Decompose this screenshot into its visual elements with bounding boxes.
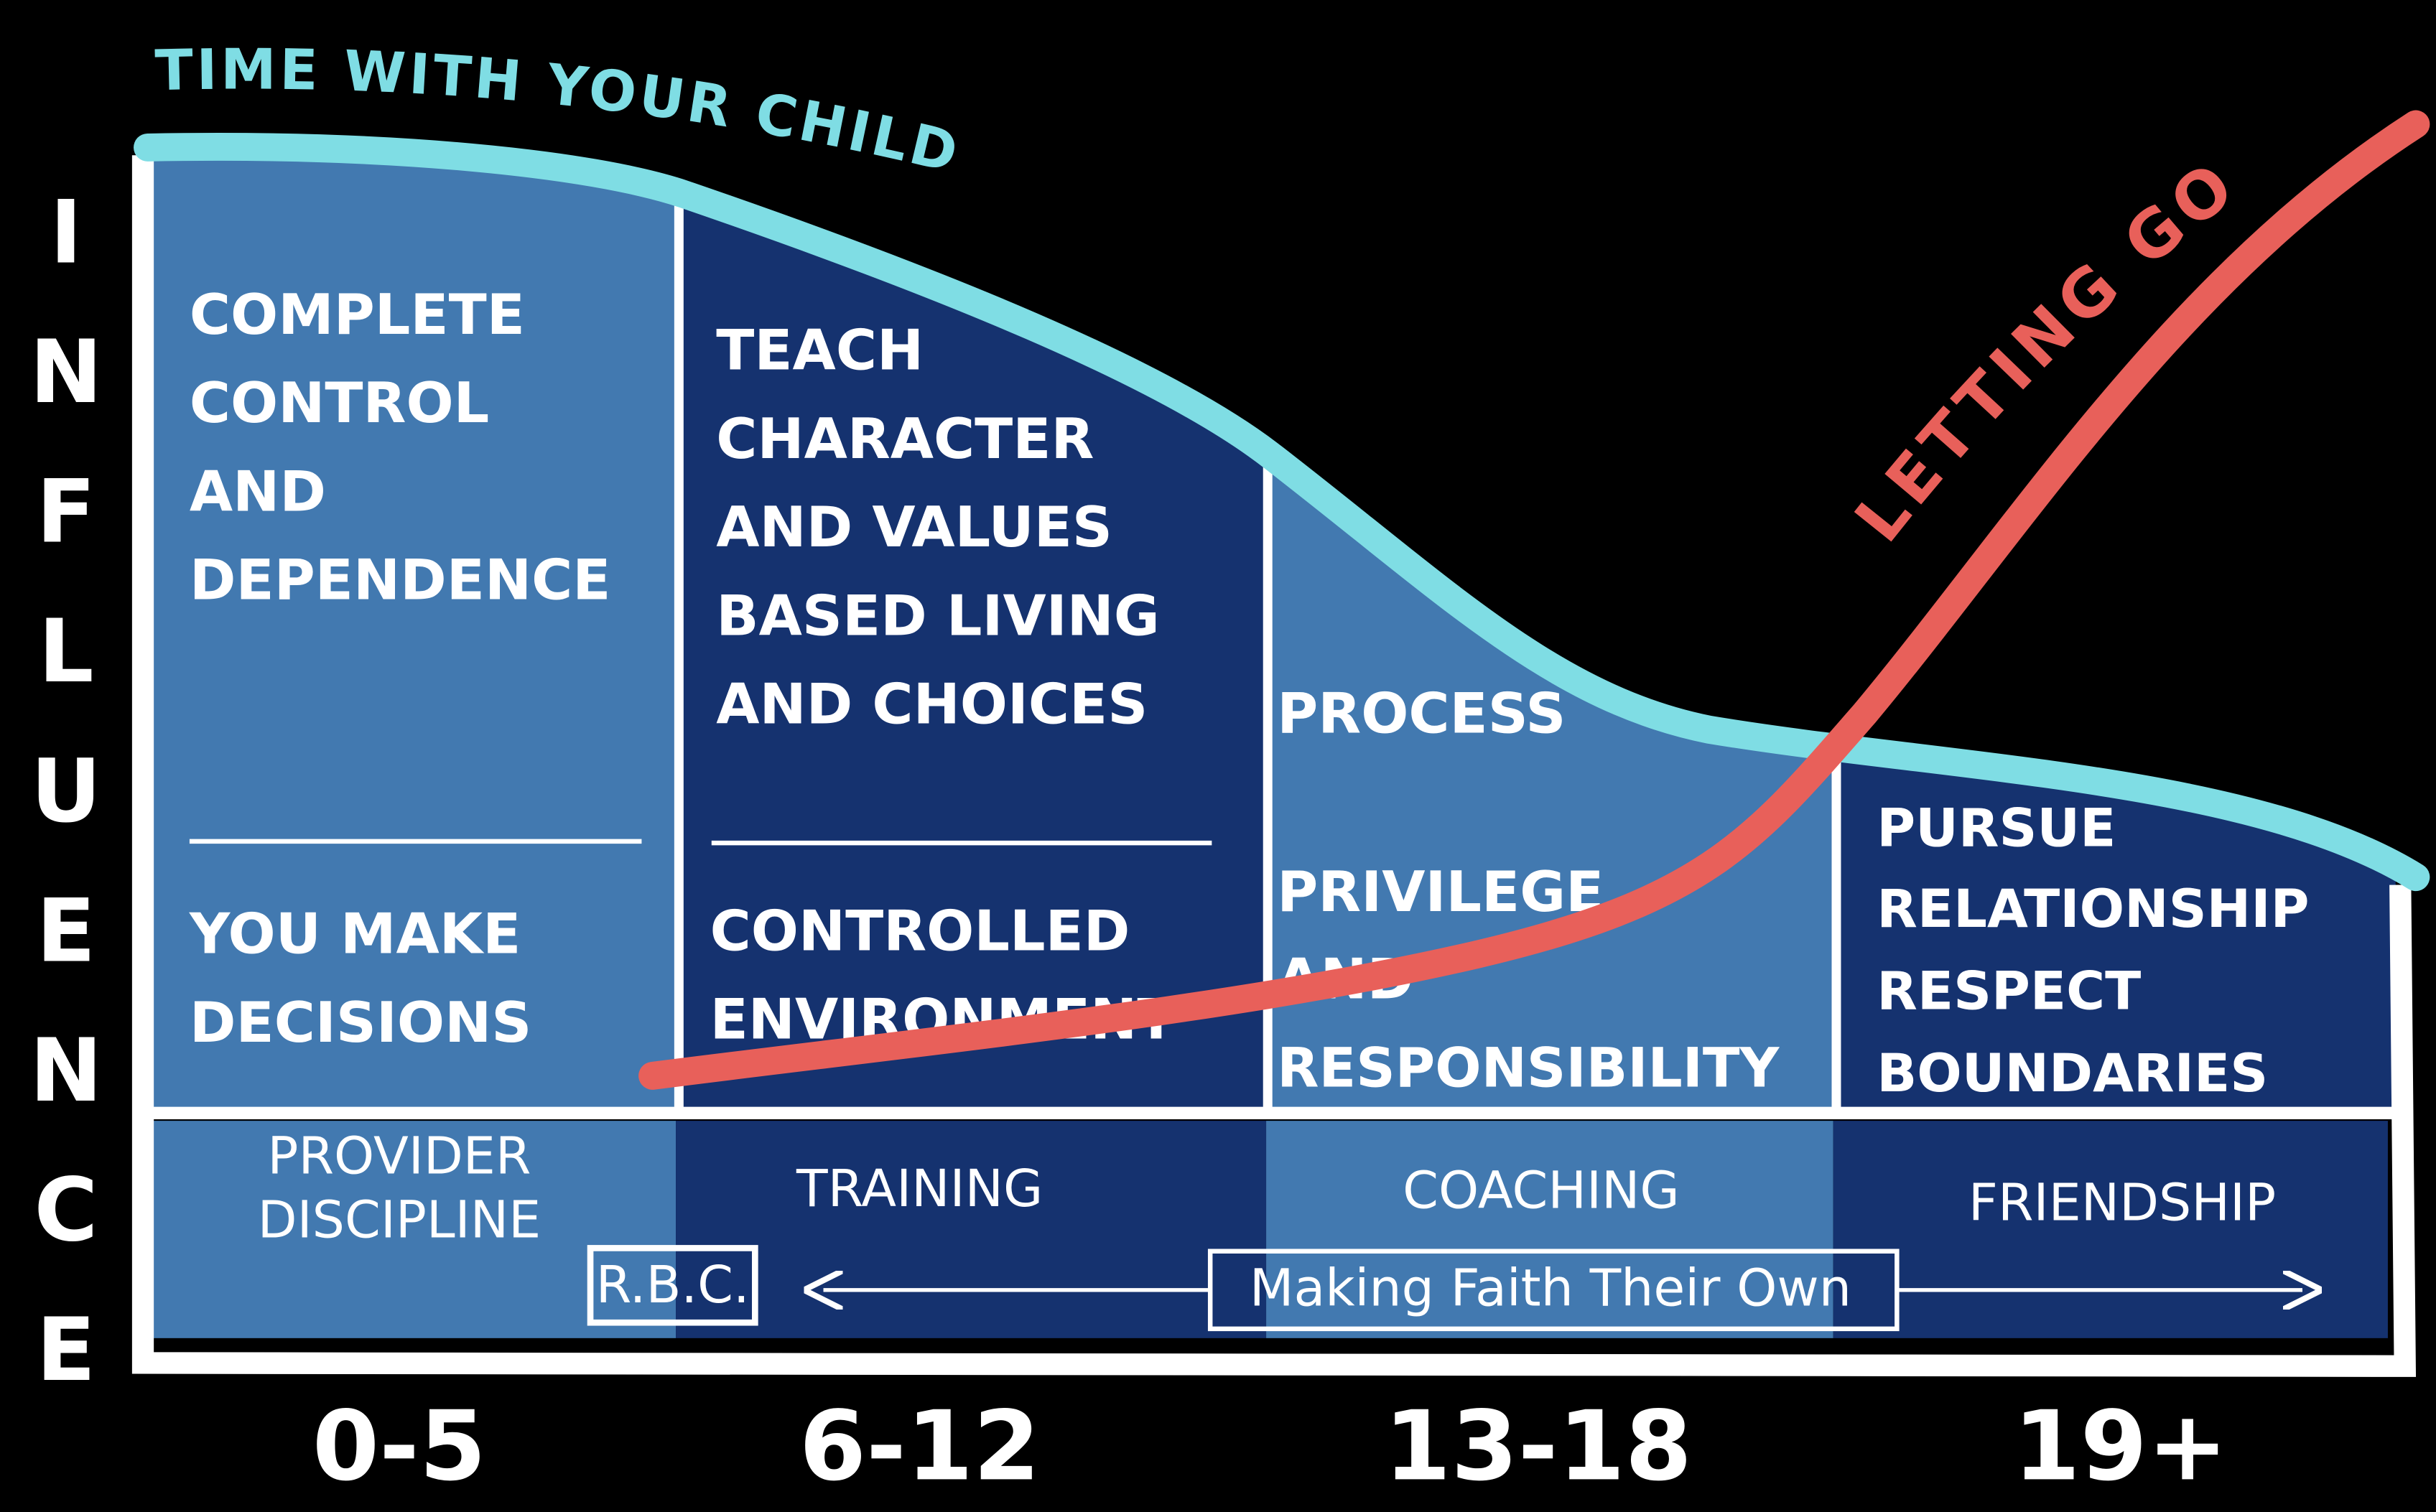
role: DISCIPLINE bbox=[258, 1190, 541, 1249]
faith-box bbox=[1207, 1249, 1900, 1332]
stage-text: PROCESS bbox=[1277, 682, 1566, 747]
stage-text: YOU MAKE bbox=[189, 902, 521, 967]
stage-text: PRIVILEGE bbox=[1277, 860, 1604, 925]
frame bbox=[131, 155, 2417, 1377]
stage-text: CONTROL bbox=[190, 371, 489, 436]
stage-text: BASED LIVING bbox=[716, 584, 1160, 648]
stage-text: BOUNDARIES bbox=[1877, 1043, 2268, 1104]
stage-text: RESPECT bbox=[1877, 961, 2141, 1022]
letting-go-curve bbox=[638, 110, 2430, 1090]
age: 6-12 bbox=[799, 1390, 1041, 1502]
stage-text: TEACH bbox=[716, 319, 924, 383]
stage-text: CONTROLLED bbox=[710, 899, 1130, 963]
stage-text: DEPENDENCE bbox=[190, 549, 611, 613]
badge-box bbox=[587, 1245, 758, 1326]
age: 0-5 bbox=[312, 1390, 486, 1502]
badge: R.B.C. bbox=[596, 1255, 750, 1315]
stage-text: DECISIONS bbox=[190, 991, 531, 1055]
age: 13-18 bbox=[1384, 1390, 1692, 1502]
stage-text: CHARACTER bbox=[716, 407, 1094, 472]
role: COACHING bbox=[1403, 1160, 1680, 1220]
stage-text: PURSUE bbox=[1877, 798, 2116, 859]
stage-text: RELATIONSHIP bbox=[1877, 879, 2309, 940]
y-axis-label: INFLUENCE bbox=[15, 183, 117, 1441]
stage-text: AND bbox=[190, 459, 326, 524]
age: 19+ bbox=[2013, 1390, 2228, 1502]
panel bbox=[147, 146, 679, 1109]
band bbox=[1266, 1121, 1833, 1338]
stage-text: RESPONSIBILITY bbox=[1277, 1037, 1780, 1100]
role: TRAINING bbox=[796, 1159, 1043, 1218]
role: FRIENDSHIP bbox=[1968, 1173, 2276, 1233]
band bbox=[676, 1121, 1267, 1338]
stage-text: COMPLETE bbox=[190, 283, 525, 347]
role: PROVIDER bbox=[267, 1126, 531, 1186]
faith-label: Making Faith Their Own bbox=[1250, 1259, 1851, 1318]
stage-text: AND CHOICES bbox=[716, 673, 1148, 737]
stage-text: AND VALUES bbox=[716, 495, 1112, 560]
time-curve bbox=[134, 133, 2430, 892]
